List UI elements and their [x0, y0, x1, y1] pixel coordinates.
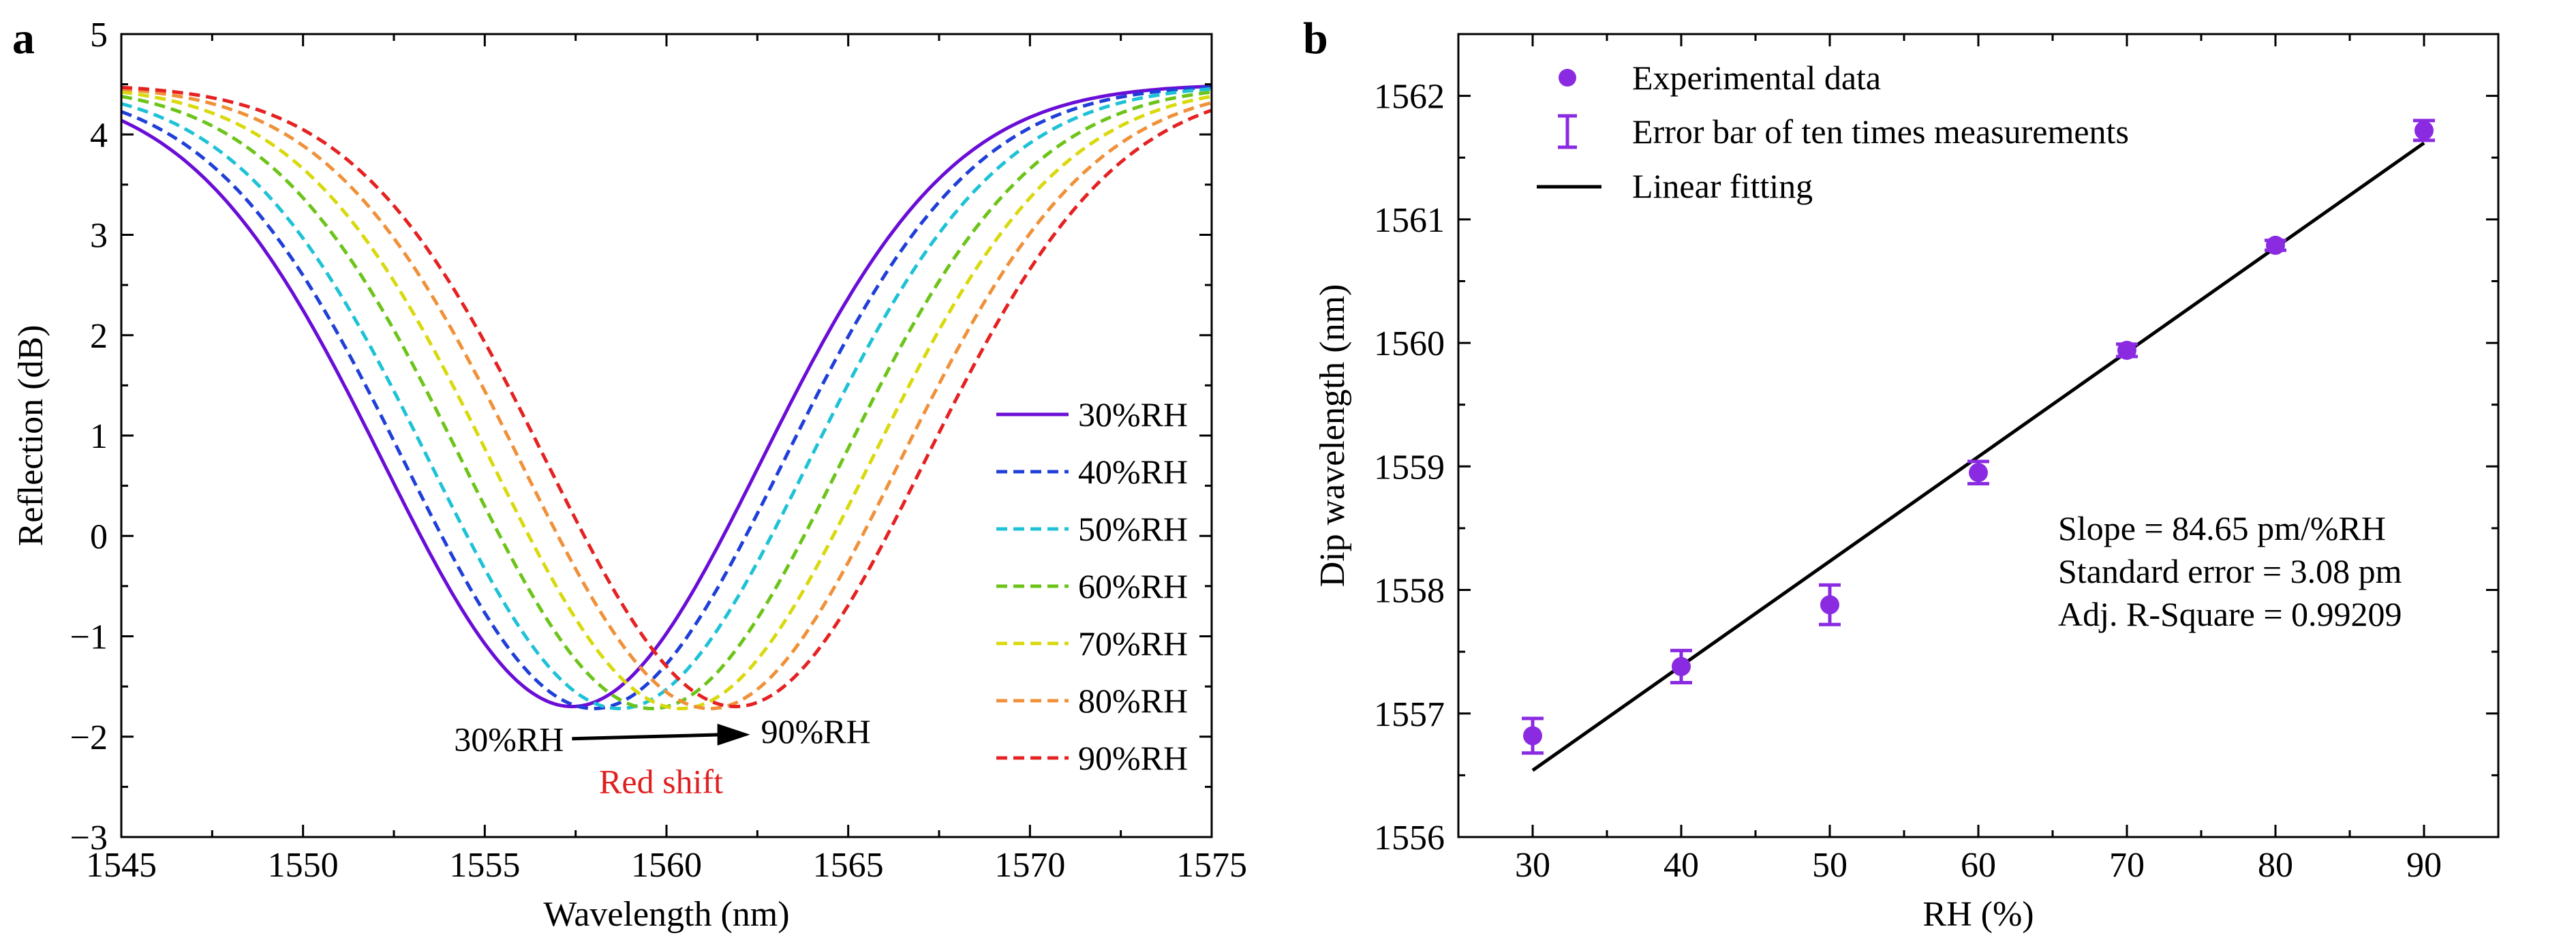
- shift-arrow: [572, 733, 723, 741]
- y-tick-label: −3: [70, 819, 108, 857]
- x-tick-label: 1555: [449, 846, 520, 885]
- legend-label: 60%RH: [1078, 567, 1188, 605]
- panel-a: a 1545 1550 1555 1560 1565 1570 1575 −3 −2 −1 0 1 2 3…: [12, 14, 1247, 934]
- x-tick-label: 1575: [1176, 846, 1247, 885]
- x-tick-label: 40: [1663, 846, 1699, 885]
- panel-b-fit: [1531, 141, 2425, 772]
- panel-a-label: a: [12, 14, 35, 63]
- data-point: [2117, 340, 2136, 360]
- x-tick-label: 1565: [813, 846, 884, 885]
- series-line: [121, 87, 1212, 711]
- y-tick-label: −1: [70, 618, 108, 657]
- data-point: [1969, 463, 1988, 483]
- fit-statistic: Standard error = 3.08 pm: [2058, 552, 2402, 590]
- annotation-from-label: 30%RH: [454, 720, 564, 759]
- data-point: [1820, 595, 1839, 615]
- data-point: [2266, 235, 2285, 255]
- y-tick-label: 1556: [1374, 819, 1445, 857]
- x-tick-label: 70: [2109, 846, 2145, 885]
- y-tick-label: 1560: [1374, 324, 1445, 363]
- panel-b-ticks: 30 40 50 60 70 80 90 1556 1557 1558 1559 1560 1561 15…: [1374, 33, 2500, 885]
- y-tick-label: 2: [90, 317, 108, 356]
- panel-b-points: [1522, 119, 2435, 755]
- data-point: [1672, 656, 1691, 676]
- annotation-to-label: 90%RH: [761, 712, 871, 750]
- panel-b-fit-statistics: Slope = 84.65 pm/%RH Standard error = 3.0…: [2058, 509, 2402, 633]
- panel-a-ylabel: Reflection (dB): [12, 325, 50, 547]
- panel-b-xlabel: RH (%): [1922, 895, 2034, 934]
- panel-a-annotation: 30%RH 90%RH Red shift: [454, 712, 871, 801]
- y-tick-label: 5: [90, 16, 108, 55]
- x-tick-label: 60: [1961, 846, 1996, 885]
- y-tick-label: 4: [90, 116, 108, 155]
- x-tick-label: 1560: [631, 846, 702, 885]
- y-tick-label: −2: [70, 718, 108, 757]
- series-line: [121, 87, 1212, 711]
- data-point: [2414, 121, 2434, 140]
- series-line: [120, 85, 1212, 709]
- y-tick-label: 3: [90, 217, 108, 256]
- linear-fit-line: [1531, 141, 2425, 772]
- x-tick-label: 90: [2406, 846, 2442, 885]
- x-tick-label: 30: [1515, 846, 1550, 885]
- legend-label: 90%RH: [1078, 739, 1188, 777]
- panel-a-xlabel: Wavelength (nm): [543, 895, 789, 934]
- panel-a-curves: [120, 85, 1212, 711]
- panel-b-label: b: [1303, 14, 1328, 63]
- legend-label: 70%RH: [1078, 624, 1188, 663]
- panel-b-ylabel: Dip wavelength (nm): [1313, 284, 1352, 588]
- legend-label: 30%RH: [1078, 395, 1188, 434]
- series-line: [121, 90, 1212, 711]
- legend-label: Error bar of ten times measurements: [1632, 112, 2129, 151]
- y-tick-label: 1559: [1374, 448, 1445, 487]
- x-tick-label: 1570: [994, 846, 1065, 885]
- panel-b: b 30 40 50 60 70 80 90 1556 1557 1558 1559 1560 1561…: [1303, 14, 2500, 934]
- y-tick-label: 1558: [1374, 572, 1445, 611]
- y-tick-label: 0: [90, 517, 108, 556]
- legend-label: Experimental data: [1632, 59, 1881, 97]
- x-tick-label: 80: [2258, 846, 2293, 885]
- data-point: [1523, 726, 1542, 746]
- legend-label: 50%RH: [1078, 510, 1188, 548]
- y-tick-label: 1561: [1374, 201, 1445, 240]
- fit-statistic: Adj. R-Square = 0.99209: [2058, 595, 2402, 633]
- y-tick-label: 1: [90, 417, 108, 456]
- legend-label: Linear fitting: [1632, 167, 1813, 205]
- x-tick-label: 1550: [268, 846, 339, 885]
- series-line: [121, 85, 1212, 711]
- legend-label: 40%RH: [1078, 453, 1188, 491]
- y-tick-label: 1557: [1374, 695, 1445, 734]
- panel-b-frame: [1457, 33, 2500, 838]
- y-tick-label: 1562: [1374, 78, 1445, 117]
- series-line: [121, 90, 1212, 711]
- fit-statistic: Slope = 84.65 pm/%RH: [2058, 509, 2386, 547]
- legend-point-marker: [1559, 69, 1576, 87]
- shift-arrow-head: [717, 723, 750, 746]
- panel-b-legend: Experimental data Error bar of ten times …: [1537, 59, 2129, 205]
- panel-a-legend: 30%RH 40%RH 50%RH 60%RH 70%RH 80%RH 90%RH: [996, 395, 1188, 777]
- legend-label: 80%RH: [1078, 682, 1188, 720]
- x-tick-label: 1545: [86, 846, 157, 885]
- x-tick-label: 50: [1812, 846, 1847, 885]
- series-line: [121, 85, 1212, 709]
- panel-a-ticks: 1545 1550 1555 1560 1565 1570 1575 −3 −2 −1 0 1 2 3 4 5: [70, 16, 1247, 885]
- red-shift-label: Red shift: [599, 763, 723, 801]
